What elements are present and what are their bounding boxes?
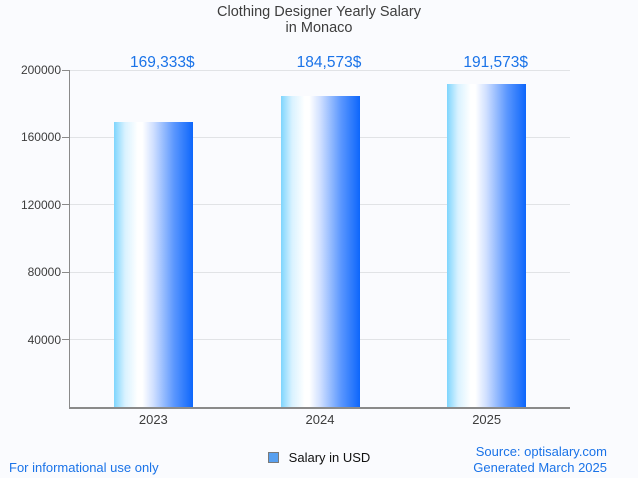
x-axis-label-2023: 2023 xyxy=(138,412,168,427)
y-axis-label: 160000 xyxy=(20,130,61,145)
y-axis-label: 200000 xyxy=(20,63,61,77)
y-axis-tick xyxy=(62,136,69,138)
gridline-200000 xyxy=(70,69,570,71)
bar-2024 xyxy=(280,96,360,407)
bar-2023 xyxy=(113,121,193,407)
generated-text: Generated March 2025 xyxy=(473,459,607,475)
chart-title: Clothing Designer Yearly Salary in Monac… xyxy=(0,4,638,36)
legend-label: Salary in USD xyxy=(288,450,371,465)
value-label-2025: 191,573$ xyxy=(463,54,528,71)
y-axis-tick xyxy=(62,204,69,206)
value-label-2024: 184,573$ xyxy=(296,54,362,71)
chart-title-line-2: in Monaco xyxy=(285,20,353,36)
y-axis-label: 40000 xyxy=(27,332,61,347)
y-axis-tick xyxy=(62,271,69,273)
source-block: Source: optisalary.com Generated March 2… xyxy=(473,444,607,475)
plot-area xyxy=(62,69,570,409)
disclaimer-text: For informational use only xyxy=(9,460,159,475)
y-axis-label: 80000 xyxy=(27,265,61,280)
value-label-2023: 169,333$ xyxy=(130,54,195,71)
legend: Salary in USD xyxy=(0,450,638,465)
x-axis-label-2025: 2025 xyxy=(472,412,502,427)
legend-swatch-blue-square-icon xyxy=(267,452,279,463)
y-axis-label: 120000 xyxy=(20,197,61,212)
source-text: Source: optisalary.com xyxy=(475,444,607,459)
y-axis-tick xyxy=(62,339,69,341)
y-axis-tick xyxy=(62,69,69,71)
bar-2025 xyxy=(447,84,527,407)
chart-title-line-1: Clothing Designer Yearly Salary xyxy=(217,4,421,20)
x-axis-label-2024: 2024 xyxy=(305,412,335,427)
